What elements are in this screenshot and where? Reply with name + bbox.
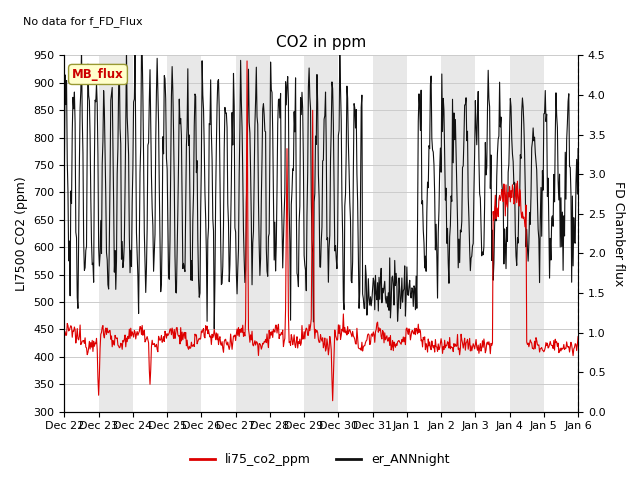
Bar [304,56,339,412]
Bar [476,56,509,412]
Bar [270,56,304,412]
Bar [407,56,441,412]
Bar [167,56,202,412]
Bar [202,56,236,412]
Bar [509,56,544,412]
Text: MB_flux: MB_flux [72,68,124,81]
Y-axis label: LI7500 CO2 (ppm): LI7500 CO2 (ppm) [15,176,28,291]
Bar [133,56,167,412]
Bar [372,56,407,412]
Title: CO2 in ppm: CO2 in ppm [276,35,366,50]
Bar [65,56,99,412]
Bar [236,56,270,412]
Legend: li75_co2_ppm, er_ANNnight: li75_co2_ppm, er_ANNnight [186,448,454,471]
Bar [339,56,372,412]
Y-axis label: FD Chamber flux: FD Chamber flux [612,181,625,286]
Bar [544,56,578,412]
Bar [441,56,476,412]
Bar [99,56,133,412]
Text: No data for f_FD_Flux: No data for f_FD_Flux [23,16,143,27]
